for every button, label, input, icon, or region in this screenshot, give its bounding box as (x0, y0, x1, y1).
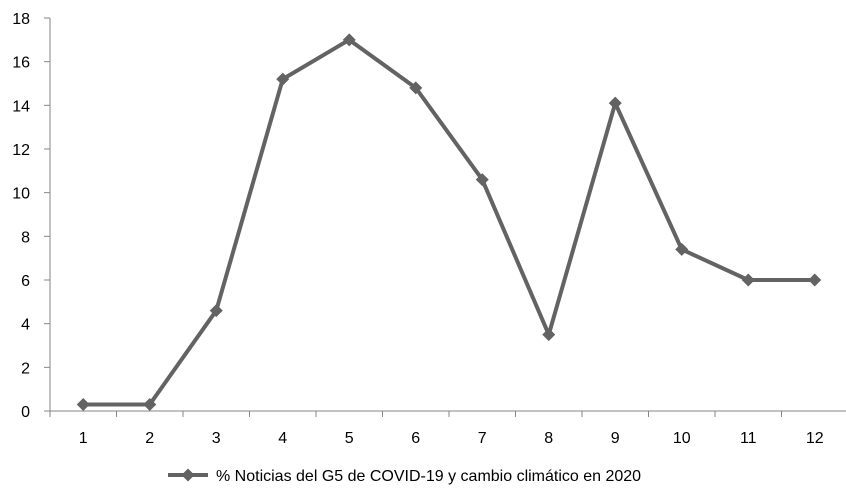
data-point (409, 81, 423, 95)
x-tick-label: 7 (478, 430, 487, 447)
data-point (741, 273, 755, 287)
x-axis-ticks: 1 2 3 4 5 6 7 8 9 10 11 12 (49, 411, 824, 447)
legend: % Noticias del G5 de COVID-19 y cambio c… (168, 468, 641, 485)
y-tick-label: 14 (12, 98, 30, 115)
series-group (76, 33, 822, 411)
x-tick-label: 1 (79, 430, 88, 447)
legend-diamond-marker (181, 468, 195, 482)
x-tick-label: 12 (806, 430, 824, 447)
x-tick-label: 10 (673, 430, 691, 447)
y-tick-label: 10 (12, 186, 30, 203)
data-point (475, 173, 489, 187)
y-tick-label: 2 (21, 360, 30, 377)
x-tick-label: 4 (278, 430, 287, 447)
y-tick-label: 16 (12, 55, 30, 72)
data-point (808, 273, 822, 287)
y-tick-label: 6 (21, 273, 30, 290)
data-point (675, 242, 689, 256)
data-point (209, 304, 223, 318)
y-tick-label: 8 (21, 229, 30, 246)
legend-label: % Noticias del G5 de COVID-19 y cambio c… (216, 468, 641, 485)
y-tick-label: 0 (21, 404, 30, 421)
x-tick-label: 11 (740, 430, 757, 447)
x-tick-label: 2 (145, 430, 154, 447)
x-tick-label: 6 (411, 430, 420, 447)
x-tick-label: 5 (345, 430, 354, 447)
data-point (143, 397, 157, 411)
data-point (76, 397, 90, 411)
y-tick-label: 18 (12, 11, 30, 28)
x-tick-label: 8 (544, 430, 553, 447)
y-axis-ticks: 0 2 4 6 8 10 12 14 16 18 (12, 11, 50, 421)
data-point (542, 328, 556, 342)
x-tick-label: 3 (212, 430, 221, 447)
data-point (276, 72, 290, 86)
data-point (608, 96, 622, 110)
series-line (83, 37, 815, 407)
x-tick-label: 9 (611, 430, 620, 447)
chart-axes (49, 18, 846, 412)
y-tick-label: 4 (21, 317, 30, 334)
data-point (342, 33, 356, 47)
y-tick-label: 12 (12, 142, 30, 159)
